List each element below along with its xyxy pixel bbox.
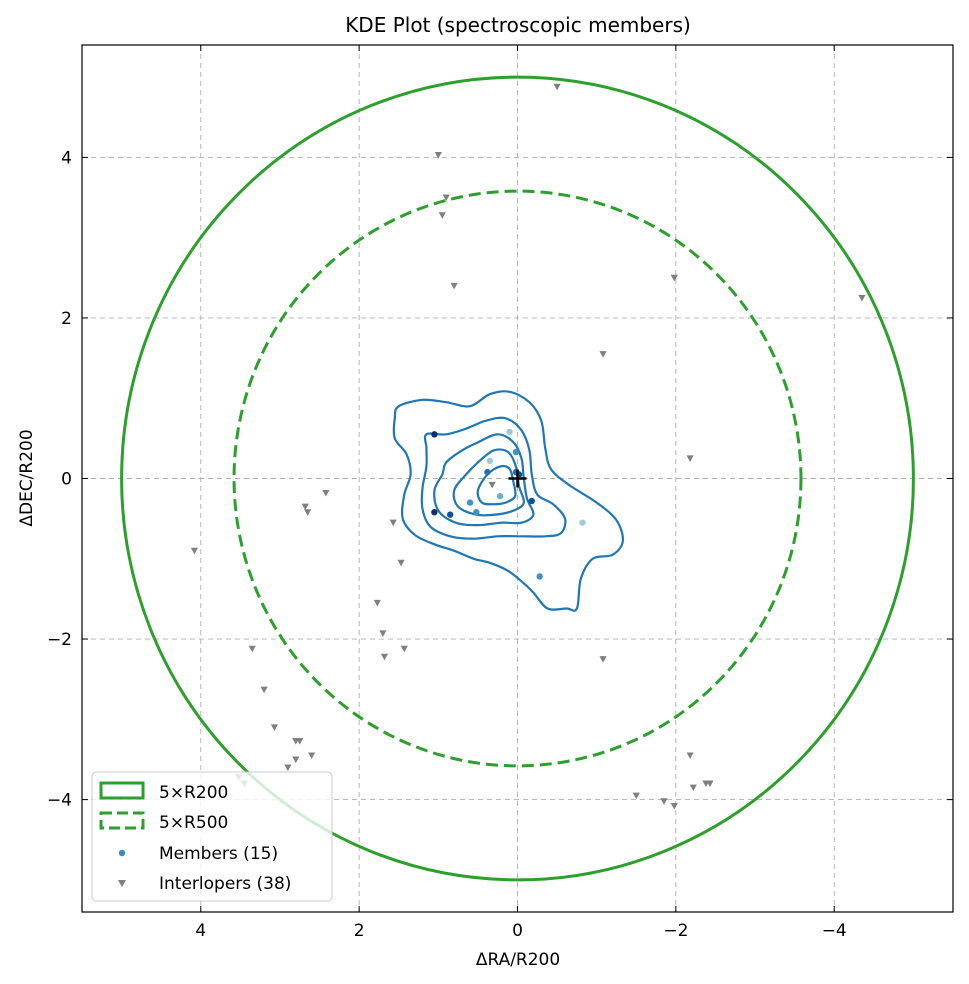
interloper-point	[373, 599, 381, 607]
interloper-point	[689, 784, 697, 792]
interloper-point	[322, 489, 330, 497]
axis-ticks: 4 2 0 −2 −4 4 2 0 −2 −4	[47, 45, 953, 941]
legend-label-interlopers: Interlopers (38)	[159, 874, 291, 894]
legend-marker-interlopers	[118, 880, 126, 887]
interloper-point	[270, 724, 279, 731]
y-tick-label: 2	[61, 309, 72, 329]
interloper-point	[706, 780, 714, 788]
x-tick-label: −2	[663, 921, 688, 941]
x-tick-label: −4	[822, 921, 847, 941]
interloper-point	[284, 764, 292, 772]
member-point	[473, 509, 480, 516]
member-point	[512, 448, 520, 456]
x-tick-label: 4	[195, 921, 206, 941]
y-tick-label: 0	[61, 470, 72, 490]
center-marker	[508, 469, 527, 488]
kde-contour-5	[476, 464, 517, 506]
interloper-point	[308, 752, 316, 760]
y-axis-label: ΔDEC/R200	[17, 429, 37, 526]
member-point	[431, 431, 438, 438]
interloper-point	[292, 756, 300, 764]
interloper-point	[599, 656, 607, 663]
kde-contour-4	[452, 448, 526, 517]
y-tick-label: 4	[61, 148, 72, 168]
circle-5r200	[120, 75, 915, 882]
member-point	[486, 457, 493, 465]
interloper-point	[553, 83, 561, 91]
legend-swatch-r500	[99, 811, 145, 830]
member-point	[536, 573, 543, 580]
interloper-point	[296, 738, 304, 745]
member-point	[431, 509, 438, 516]
interloper-point	[670, 803, 678, 810]
legend: 5×R200 5×R500 Members (15) Interlopers (…	[91, 771, 333, 902]
legend-label-r500: 5×R500	[159, 813, 228, 833]
kde-contour-2	[420, 416, 567, 540]
x-tick-label: 0	[512, 921, 523, 941]
member-point	[466, 499, 474, 506]
interloper-point	[632, 792, 640, 800]
kde-contour-3	[433, 433, 535, 527]
member-point	[579, 519, 586, 526]
interloper-point	[397, 559, 405, 567]
interloper-point	[190, 547, 199, 555]
member-point	[484, 468, 491, 476]
interloper-point	[686, 752, 694, 760]
member-point	[528, 497, 535, 505]
x-axis-label: ΔRA/R200	[476, 950, 560, 970]
y-tick-label: −2	[47, 630, 72, 650]
legend-label-r200: 5×R200	[159, 783, 228, 803]
interloper-point	[389, 519, 397, 527]
interloper-point	[686, 455, 694, 463]
legend-swatch-r200	[99, 781, 145, 800]
member-point	[446, 511, 454, 518]
interloper-point	[248, 645, 256, 653]
interloper-point	[380, 653, 389, 661]
member-point	[496, 492, 504, 500]
interloper-point	[488, 481, 496, 489]
interloper-point	[450, 282, 458, 290]
interloper-point	[660, 798, 668, 805]
interloper-point	[438, 212, 446, 219]
kde-contour-1	[392, 390, 625, 612]
interloper-point	[599, 351, 607, 358]
interloper-point	[379, 630, 387, 638]
x-tick-label: 2	[354, 921, 365, 941]
circle-5r500	[232, 189, 803, 768]
legend-box	[91, 771, 333, 902]
y-tick-label: −4	[47, 791, 72, 811]
legend-label-members: Members (15)	[159, 844, 278, 864]
interloper-point	[858, 294, 866, 302]
member-point	[506, 428, 513, 436]
legend-marker-members	[118, 849, 126, 857]
interloper-point	[301, 503, 309, 511]
interloper-point	[670, 274, 678, 282]
interloper-point	[304, 509, 312, 516]
interloper-point	[400, 645, 408, 653]
interloper-point	[434, 151, 442, 159]
chart-title: KDE Plot (spectroscopic members)	[345, 13, 691, 37]
interloper-point	[442, 194, 450, 202]
plot-area	[120, 75, 915, 882]
interloper-point	[260, 686, 268, 694]
